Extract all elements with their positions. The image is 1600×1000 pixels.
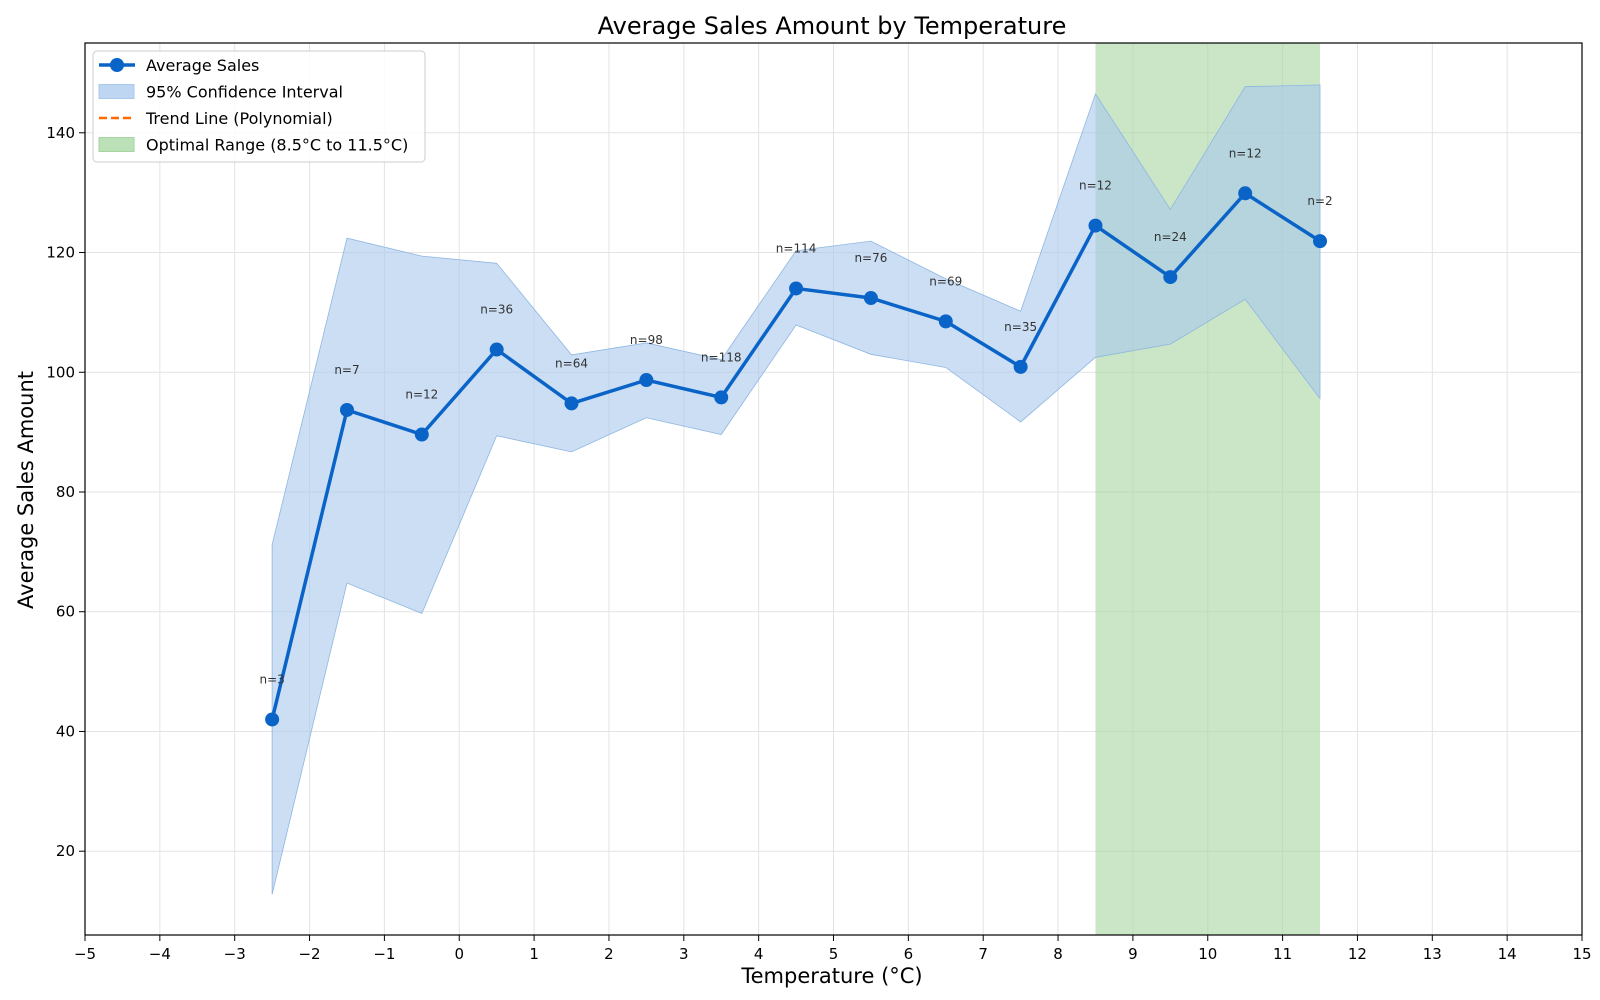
y-tick-label: 140 xyxy=(46,124,75,142)
x-tick-label: 14 xyxy=(1498,945,1517,963)
confidence-band-area xyxy=(271,84,1321,895)
sample-size-label: n=12 xyxy=(1229,146,1262,160)
x-tick-label: −3 xyxy=(224,945,246,963)
legend-marker-swatch xyxy=(110,58,124,72)
x-tick-label: 11 xyxy=(1273,945,1292,963)
x-tick-label: 3 xyxy=(679,945,689,963)
sample-size-label: n=12 xyxy=(405,388,438,402)
y-tick-label: 100 xyxy=(46,363,75,381)
x-tick-label: 6 xyxy=(904,945,914,963)
x-tick-label: −2 xyxy=(298,945,320,963)
sample-size-label: n=36 xyxy=(480,303,513,317)
grid xyxy=(84,43,1583,935)
x-tick-label: 1 xyxy=(529,945,539,963)
legend-box xyxy=(92,50,426,163)
sales-point xyxy=(265,712,280,727)
x-tick-label: 8 xyxy=(1053,945,1063,963)
legend-patch-swatch xyxy=(98,84,135,99)
sales-point xyxy=(789,281,804,296)
y-tick-label: 20 xyxy=(56,842,75,860)
sales-point xyxy=(1088,218,1103,233)
sample-size-label: n=118 xyxy=(701,350,742,364)
x-tick-label: −5 xyxy=(74,945,96,963)
sales-point xyxy=(489,342,504,357)
sales-point xyxy=(714,390,729,405)
sample-size-label: n=114 xyxy=(776,241,817,255)
sample-size-labels: n=3 n=7 n=12 n=36 n=64 n=98 n=118 n=114 n=76 n=69… xyxy=(259,146,1332,686)
x-tick-label: −4 xyxy=(149,945,171,963)
sales-point xyxy=(938,314,953,329)
x-tick-label: 2 xyxy=(604,945,614,963)
x-tick-label: 13 xyxy=(1423,945,1442,963)
sample-size-label: n=69 xyxy=(929,274,962,288)
sales-point xyxy=(339,402,354,417)
legend: Average Sales 95% Confidence Interval Tren… xyxy=(92,50,426,163)
sample-size-label: n=24 xyxy=(1154,230,1187,244)
y-axis-label: Average Sales Amount xyxy=(14,371,38,609)
y-tick-label: 60 xyxy=(56,603,75,621)
legend-label: 95% Confidence Interval xyxy=(146,83,343,102)
legend-label: Optimal Range (8.5°C to 11.5°C) xyxy=(146,136,408,155)
x-tick-label: −1 xyxy=(373,945,395,963)
legend-label: Trend Line (Polynomial) xyxy=(145,109,333,128)
sample-size-label: n=64 xyxy=(555,356,588,370)
sales-point xyxy=(1238,186,1253,201)
x-tick-label: 15 xyxy=(1572,945,1591,963)
sales-point xyxy=(414,427,429,442)
sample-size-label: n=12 xyxy=(1079,179,1112,193)
x-axis-label: Temperature (°C) xyxy=(740,964,922,988)
sample-size-label: n=35 xyxy=(1004,320,1037,334)
chart-title: Average Sales Amount by Temperature xyxy=(598,12,1067,40)
x-tick-label: 12 xyxy=(1348,945,1367,963)
y-tick-label: 120 xyxy=(46,244,75,262)
sample-size-label: n=3 xyxy=(259,672,284,686)
sales-point xyxy=(1013,359,1028,374)
sample-size-label: n=7 xyxy=(334,363,359,377)
legend-label: Average Sales xyxy=(146,56,259,75)
x-tick-label: 7 xyxy=(978,945,988,963)
sales-point xyxy=(1313,234,1328,249)
sample-size-label: n=98 xyxy=(630,333,663,347)
sales-point xyxy=(564,396,579,411)
sample-size-label: n=2 xyxy=(1307,194,1332,208)
sales-point xyxy=(1163,270,1178,285)
x-tick-label: 0 xyxy=(454,945,464,963)
x-tick-label: 10 xyxy=(1198,945,1217,963)
sample-size-label: n=76 xyxy=(854,251,887,265)
y-tick-label: 80 xyxy=(56,483,75,501)
y-axis-ticks: 20 40 60 80 100 120 140 xyxy=(46,124,85,860)
sales-series xyxy=(265,186,1328,727)
x-tick-label: 5 xyxy=(829,945,839,963)
y-tick-label: 40 xyxy=(56,722,75,740)
x-tick-label: 9 xyxy=(1128,945,1138,963)
confidence-band xyxy=(271,84,1321,895)
sales-point xyxy=(863,291,878,306)
x-axis-ticks: −5 −4 −3 −2 −1 0 1 2 3 4 5 6 7 8 9 10 11 12 13 14 15 xyxy=(74,935,1592,963)
legend-patch-swatch xyxy=(98,137,135,152)
x-tick-label: 4 xyxy=(754,945,764,963)
sales-point xyxy=(639,373,654,388)
